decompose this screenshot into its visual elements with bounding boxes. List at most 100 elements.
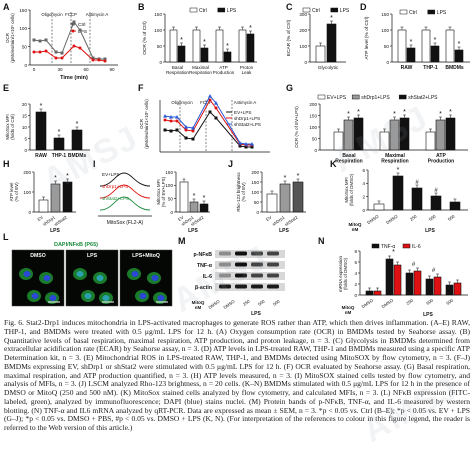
drug-label: Oligomycin <box>41 12 63 17</box>
legend-label: Ctrl <box>312 8 320 14</box>
panel-c-tick-label: 100 <box>299 44 307 49</box>
rho-bar <box>266 193 278 213</box>
blot-band <box>219 273 231 278</box>
blot-strip <box>215 250 285 258</box>
category-label: DMSO <box>381 297 395 309</box>
ctrl-series-point <box>72 20 76 24</box>
lane-label: 500 <box>257 298 266 306</box>
legend-label: Ctrl <box>409 10 417 16</box>
blot-band <box>251 251 263 256</box>
category-label: EV <box>37 215 45 222</box>
axis-title: MitoSox MFI(folds of Ctrl) <box>5 114 15 140</box>
condition-label: DMSO <box>30 253 46 259</box>
axis-title: OCR (% of Ctrl) <box>142 21 148 55</box>
category-label: 500 <box>425 297 434 306</box>
tnf-bar <box>425 278 434 296</box>
tick-label: 30 <box>57 67 63 72</box>
significance-star: * <box>76 121 79 128</box>
tnf-bar <box>365 290 374 296</box>
panel-e-tick-label: 5 <box>24 136 27 141</box>
lps-series-point <box>60 56 64 60</box>
significance-hash: # <box>415 180 419 186</box>
panel-i-bars-tick-label: 50 <box>168 196 174 201</box>
cell-nucleus <box>49 295 57 301</box>
category-label: 250 <box>405 297 414 306</box>
mitoq-label: MitoQ nM <box>342 305 355 315</box>
panel-j-tick-label: 50 <box>254 200 260 205</box>
tnf-bar <box>405 272 414 296</box>
category-label: DMSO <box>366 213 380 225</box>
category-label: 500 <box>447 213 456 222</box>
legend-marker <box>71 29 75 33</box>
lps-series-line <box>34 45 106 62</box>
panel-d-tick-label: 0 <box>386 60 389 65</box>
tick-label: 0 <box>33 67 36 72</box>
group-label: LPS <box>251 311 261 317</box>
panel-e-tick-label: 10 <box>22 125 28 130</box>
shdrp1-series-point <box>214 106 218 110</box>
lps-bar <box>430 45 440 63</box>
ev-bar <box>379 131 390 151</box>
rho-bar <box>292 181 304 213</box>
panel-letter: K <box>330 159 337 169</box>
mfi-bar <box>179 181 189 213</box>
cell-nucleus <box>43 275 51 281</box>
panel-c-tick-label: 0 <box>304 60 307 65</box>
mfi-bar <box>199 203 209 213</box>
ctrl-series-point <box>54 50 58 54</box>
blot-band <box>267 251 279 256</box>
significance-star: * <box>403 109 406 116</box>
significance-star: * <box>347 111 350 118</box>
mitosox-bar <box>430 195 442 211</box>
category-label: Glycolytic <box>318 65 339 71</box>
drug-label: Antimycin A <box>86 12 109 17</box>
panel-d-tick-label: 150 <box>381 12 389 17</box>
shstat2-series-point <box>208 94 212 98</box>
blot-band <box>235 273 247 278</box>
significance-star: * <box>297 173 300 180</box>
axis-title: ATP level(% of EV) <box>9 182 19 202</box>
axis-title: ECAR (% of Ctrl) <box>286 19 292 56</box>
drug-label: Oligomycin <box>171 100 193 105</box>
group-label: LPS <box>279 228 289 234</box>
panel-i-bars-tick-label: 0 <box>170 210 173 215</box>
category-label: ATP Production <box>213 65 235 75</box>
panel-k-tick-label: 2 <box>362 194 365 199</box>
lps-series-point <box>32 50 36 54</box>
significance-hash: # <box>432 268 436 274</box>
histogram-curve <box>99 196 151 211</box>
legend-swatch <box>317 94 326 100</box>
shstat2-bar <box>353 117 364 151</box>
panel-a-tick-label: 50 <box>22 44 28 49</box>
axis-title: MitoSox MFI(folds of DMSO) <box>344 173 354 206</box>
panel-k-tick-label: 4 <box>362 181 365 186</box>
significance-star: * <box>393 111 396 118</box>
legend-label: shDrp1+LPS <box>234 116 260 121</box>
lps-bar <box>53 137 65 151</box>
panel-letter: A <box>3 2 10 12</box>
category-label: Basal Respiration <box>335 153 363 165</box>
significance-star: * <box>458 41 461 48</box>
cell-nucleus <box>31 293 39 299</box>
panel-letter: I <box>93 159 96 169</box>
ctrl-series-point <box>32 38 36 42</box>
panel-h-tick-label: 0 <box>28 210 31 215</box>
atp-bar <box>62 181 73 213</box>
blot-band <box>219 251 231 256</box>
shstat2-series-point <box>244 142 248 146</box>
legend-label: EV+LPS <box>234 110 252 115</box>
panel-j-tick-label: 150 <box>251 180 259 185</box>
shstat2-series-point <box>184 125 188 129</box>
significance-star: * <box>40 103 43 110</box>
panel-letter: D <box>360 2 367 12</box>
cell-nucleus <box>76 271 84 277</box>
category-label: RAW <box>401 65 413 71</box>
legend-swatch <box>189 7 198 13</box>
ctrl-series-point <box>103 57 107 61</box>
category-label: RAW <box>35 153 47 159</box>
axis-title: OCR(pMoles/min/1×10⁵ cells) <box>5 13 15 63</box>
ctrl-series-point <box>91 56 95 60</box>
category-label: 500 <box>445 297 454 306</box>
panel-letter: F <box>138 83 144 93</box>
panel-j-tick-label: 100 <box>251 190 259 195</box>
